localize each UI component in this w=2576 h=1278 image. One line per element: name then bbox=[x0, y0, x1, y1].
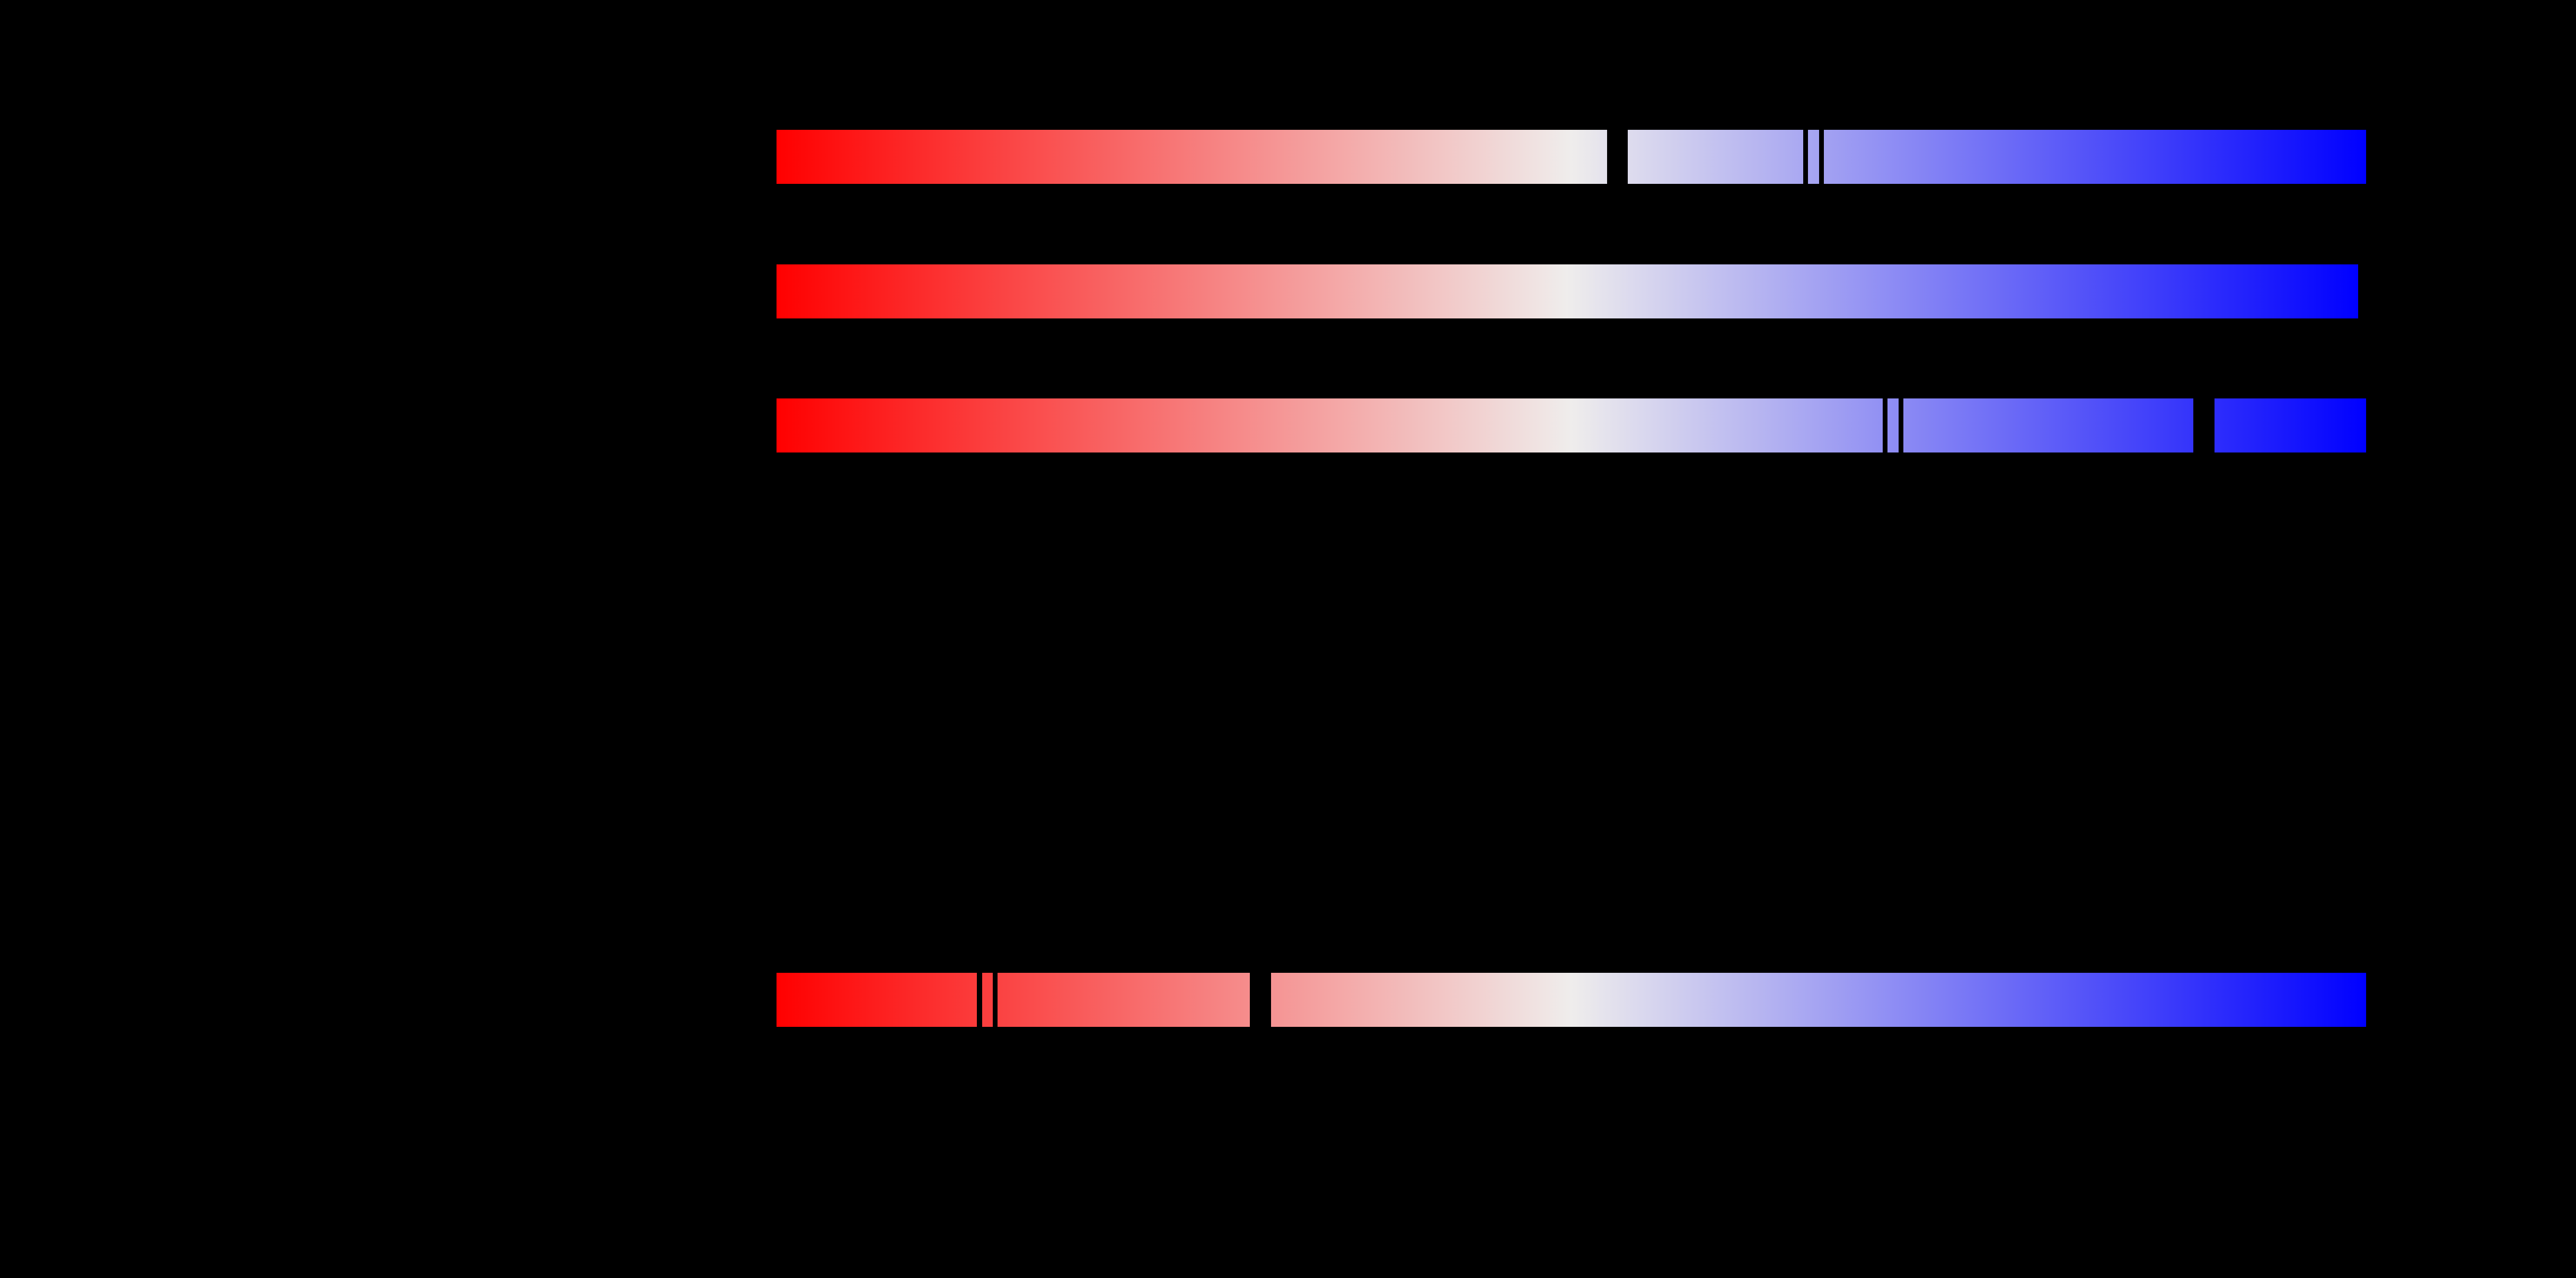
gap-cut bbox=[1607, 129, 1628, 184]
gap-cut bbox=[1250, 972, 1271, 1027]
gradient-track-4 bbox=[777, 972, 2366, 1027]
gradient-track-1 bbox=[777, 129, 2366, 184]
tick-mark bbox=[1819, 129, 1824, 184]
tick-mark bbox=[977, 972, 982, 1027]
gradient-track-2 bbox=[777, 264, 2358, 318]
tick-mark bbox=[1899, 398, 1903, 453]
tick-mark bbox=[1803, 129, 1808, 184]
tick-mark bbox=[1883, 398, 1887, 453]
gradient-track-3 bbox=[777, 398, 2366, 453]
tick-mark bbox=[993, 972, 998, 1027]
gap-cut bbox=[2193, 398, 2215, 453]
